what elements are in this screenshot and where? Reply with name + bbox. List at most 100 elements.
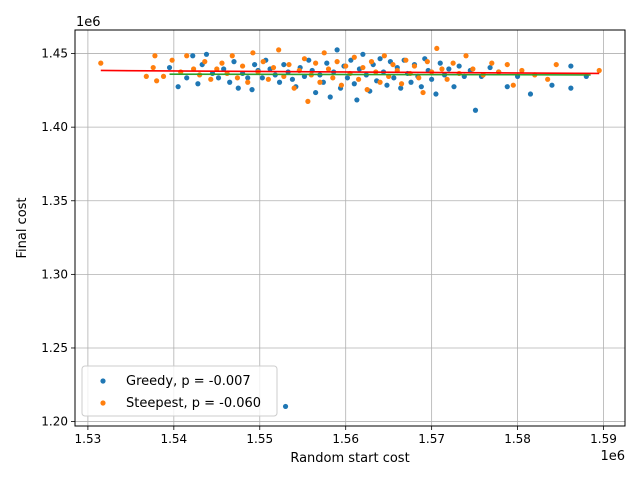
steepest-point	[519, 67, 525, 74]
steepest-point	[496, 69, 502, 75]
steepest-point	[470, 66, 476, 72]
legend: Greedy, p = -0.007 Steepest, p = -0.060	[81, 365, 278, 417]
greedy-point	[203, 51, 210, 57]
steepest-point	[364, 87, 370, 93]
x-tick-label: 1.58	[504, 432, 531, 446]
greedy-point	[433, 91, 439, 97]
greedy-point	[276, 79, 283, 85]
x-tick-label: 1.54	[160, 432, 187, 446]
steepest-point	[276, 47, 282, 53]
greedy-point	[249, 87, 255, 93]
steepest-point	[291, 85, 297, 91]
plot-area-frame	[74, 29, 626, 427]
legend-box	[81, 365, 278, 417]
greedy-point	[313, 89, 319, 96]
x-tick-label: 1.55	[246, 432, 273, 446]
x-tick-label: 1.56	[332, 432, 359, 446]
steepest-point	[377, 79, 383, 85]
greedy-point	[354, 97, 360, 103]
steepest-point	[239, 63, 246, 69]
greedy-point	[408, 79, 414, 85]
steepest-point	[398, 81, 405, 87]
greedy-fit-line	[169, 73, 591, 76]
greedy-point	[282, 403, 289, 410]
greedy-point	[456, 63, 462, 69]
legend-label-steepest: Steepest, p = -0.060	[126, 396, 261, 411]
steepest-point	[434, 45, 440, 52]
steepest-point	[219, 60, 225, 66]
steepest-point	[463, 53, 469, 59]
greedy-point	[252, 61, 258, 68]
steepest-point	[313, 60, 319, 66]
steepest-point	[343, 63, 349, 69]
steepest-point	[229, 53, 235, 59]
legend-marker-greedy	[100, 378, 106, 384]
greedy-point	[418, 84, 424, 90]
greedy-point	[351, 81, 357, 87]
steepest-point	[411, 63, 418, 69]
greedy-point	[377, 56, 383, 62]
steepest-point	[208, 76, 214, 82]
steepest-point	[545, 76, 551, 82]
greedy-point	[451, 84, 457, 90]
steepest-point	[489, 60, 495, 66]
data-points	[98, 45, 602, 410]
legend-label-greedy: Greedy, p = -0.007	[126, 374, 251, 389]
greedy-point	[360, 51, 366, 57]
steepest-point	[390, 61, 396, 68]
x-axis-label: Random start cost	[290, 451, 409, 466]
y-tick-label: 1.30	[41, 267, 68, 281]
steepest-point	[504, 61, 510, 68]
steepest-point	[160, 73, 167, 79]
y-multiplier-label: 1e6	[76, 15, 101, 30]
steepest-point	[381, 53, 387, 59]
steepest-point	[355, 76, 362, 82]
steepest-point	[305, 98, 311, 104]
greedy-point	[348, 57, 354, 63]
greedy-point	[215, 75, 222, 81]
steepest-point	[154, 78, 160, 84]
steepest-point	[214, 66, 220, 72]
y-axis-label: Final cost	[15, 197, 30, 258]
steepest-point	[98, 60, 104, 66]
steepest-point	[403, 57, 409, 63]
greedy-point	[221, 66, 227, 72]
y-tick-label: 1.25	[41, 341, 68, 355]
greedy-point	[568, 85, 574, 91]
greedy-point	[398, 85, 404, 91]
steepest-point	[245, 79, 251, 85]
x-tick-label: 1.57	[418, 432, 445, 446]
greedy-point	[245, 75, 251, 81]
steepest-point	[260, 59, 266, 65]
y-tick-label: 1.40	[41, 120, 68, 134]
steepest-point	[325, 66, 332, 72]
greedy-point	[437, 60, 443, 66]
greedy-point	[235, 85, 241, 91]
steepest-point	[338, 82, 345, 88]
greedy-point	[281, 61, 287, 68]
y-tick-label: 1.35	[41, 194, 68, 208]
steepest-point	[450, 60, 456, 66]
greedy-point	[334, 47, 340, 53]
greedy-point	[568, 63, 574, 69]
steepest-fit-line	[100, 69, 600, 75]
steepest-point	[265, 76, 271, 82]
legend-marker-steepest	[100, 400, 106, 406]
steepest-point	[360, 64, 366, 71]
steepest-point	[301, 56, 308, 62]
steepest-point	[368, 59, 375, 65]
greedy-point	[259, 75, 265, 81]
steepest-point	[444, 76, 450, 82]
greedy-point	[344, 75, 351, 81]
greedy-point	[391, 75, 397, 81]
steepest-point	[143, 73, 149, 79]
greedy-point	[184, 75, 190, 81]
greedy-point	[190, 53, 196, 59]
steepest-point	[270, 64, 277, 71]
steepest-point	[420, 89, 426, 96]
y-tick-label: 1.45	[41, 47, 68, 61]
fit-lines	[100, 69, 600, 76]
steepest-point	[184, 53, 190, 59]
